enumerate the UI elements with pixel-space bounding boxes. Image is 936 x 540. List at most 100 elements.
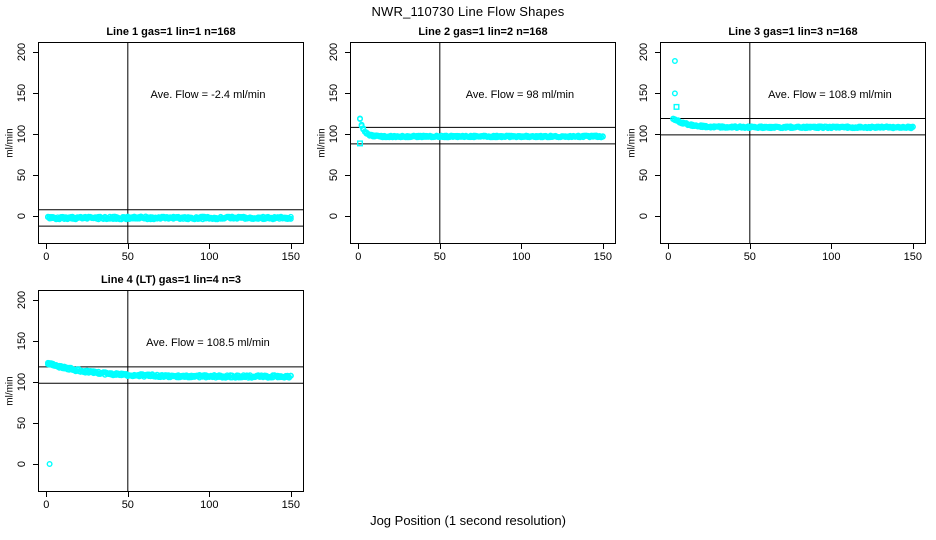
plot-panel-line-2: Line 2 gas=1 lin=2 n=168 ml/min 0 50 100 150 0… [317, 26, 616, 263]
y-tick-mark [655, 133, 660, 135]
y-tick-mark [345, 174, 350, 176]
x-axis-label: Jog Position (1 second resolution) [370, 513, 566, 528]
ave-flow-annotation: Ave. Flow = 108.9 ml/min [768, 89, 892, 101]
outlier-point-square [673, 103, 680, 110]
data-point [287, 213, 294, 220]
y-tick-label: 50 [16, 416, 28, 430]
x-tick-mark [358, 244, 360, 249]
x-tick-label: 100 [200, 251, 219, 263]
x-tick-label: 100 [822, 251, 841, 263]
ave-flow-annotation: Ave. Flow = -2.4 ml/min [150, 89, 266, 101]
y-tick-mark [655, 174, 660, 176]
x-tick-mark [290, 244, 292, 249]
x-tick-mark [831, 244, 833, 249]
x-tick-mark [521, 244, 523, 249]
ave-flow-annotation: Ave. Flow = 98 ml/min [465, 89, 575, 101]
y-tick-label: 150 [328, 83, 340, 103]
x-tick-label: 50 [743, 251, 756, 263]
x-tick-label: 0 [355, 251, 362, 263]
y-tick-mark [655, 52, 660, 54]
x-tick-label: 50 [121, 251, 134, 263]
y-tick-mark [655, 215, 660, 217]
x-tick-mark [439, 244, 441, 249]
y-tick-label: 150 [638, 83, 650, 103]
panel-title: Line 1 gas=1 lin=1 n=168 [106, 26, 236, 38]
x-tick-mark [127, 244, 129, 249]
data-points [670, 57, 916, 132]
x-tick-mark [668, 244, 670, 249]
x-tick-label: 0 [43, 251, 50, 263]
y-tick-label: 200 [638, 42, 650, 62]
x-tick-mark [209, 492, 211, 497]
figure-title: NWR_110730 Line Flow Shapes [371, 4, 565, 19]
y-tick-mark [345, 93, 350, 94]
x-tick-mark [46, 492, 48, 497]
x-tick-label: 0 [665, 251, 672, 263]
data-points [356, 115, 606, 147]
plot-panel-line-1: Line 1 gas=1 lin=1 n=168 ml/min 0 50 100 150 0… [5, 26, 304, 263]
y-tick-mark [33, 133, 38, 135]
y-tick-label: 100 [638, 124, 650, 144]
data-points [44, 213, 294, 223]
y-tick-label: 150 [16, 331, 28, 351]
outlier-point-square [356, 140, 363, 147]
y-tick-mark [33, 52, 38, 54]
y-tick-label: 0 [16, 460, 28, 467]
x-tick-mark [46, 244, 48, 249]
outlier-point [671, 90, 678, 97]
x-tick-mark [912, 244, 914, 249]
plot-panel-line-3: Line 3 gas=1 lin=3 n=168 ml/min 0 50 100 150 0… [627, 26, 926, 263]
plot-canvas [661, 43, 925, 243]
data-point [356, 115, 363, 122]
panel-title: Line 3 gas=1 lin=3 n=168 [728, 26, 858, 38]
y-tick-label: 50 [16, 168, 28, 182]
x-tick-label: 150 [281, 251, 300, 263]
y-tick-mark [33, 381, 38, 383]
y-tick-label: 0 [16, 212, 28, 219]
x-tick-label: 50 [433, 251, 446, 263]
x-tick-mark [290, 492, 292, 497]
y-axis-label: ml/min [316, 128, 328, 158]
data-point [599, 133, 606, 140]
y-tick-label: 200 [16, 290, 28, 310]
y-tick-label: 200 [16, 42, 28, 62]
data-points [44, 359, 294, 467]
ave-flow-annotation: Ave. Flow = 108.5 ml/min [146, 337, 270, 349]
outlier-point-plus [45, 361, 51, 367]
y-tick-mark [655, 93, 660, 94]
outlier-point [46, 460, 53, 467]
data-point [909, 123, 916, 130]
y-axis-label: ml/min [4, 128, 16, 158]
y-tick-label: 50 [328, 168, 340, 182]
panel-title: Line 2 gas=1 lin=2 n=168 [418, 26, 548, 38]
x-tick-label: 150 [903, 251, 922, 263]
plot-canvas [351, 43, 615, 243]
x-tick-label: 50 [121, 499, 134, 511]
outlier-point [671, 57, 678, 64]
x-tick-mark [127, 492, 129, 497]
y-tick-label: 100 [328, 124, 340, 144]
y-tick-label: 50 [638, 168, 650, 182]
y-tick-label: 0 [328, 212, 340, 219]
y-tick-mark [345, 133, 350, 135]
x-tick-mark [749, 244, 751, 249]
y-tick-mark [33, 215, 38, 217]
y-tick-mark [345, 215, 350, 217]
x-tick-label: 0 [43, 499, 50, 511]
x-tick-label: 150 [281, 499, 300, 511]
plot-canvas [39, 291, 303, 491]
y-axis-label: ml/min [4, 376, 16, 406]
y-tick-mark [33, 93, 38, 94]
y-tick-mark [33, 422, 38, 424]
y-tick-mark [345, 52, 350, 54]
x-tick-label: 100 [200, 499, 219, 511]
data-point [287, 372, 294, 379]
y-tick-mark [33, 463, 38, 465]
data-point [287, 215, 294, 222]
y-tick-mark [33, 300, 38, 302]
y-tick-label: 200 [328, 42, 340, 62]
x-tick-mark [209, 244, 211, 249]
y-tick-label: 0 [638, 212, 650, 219]
y-tick-label: 150 [16, 83, 28, 103]
